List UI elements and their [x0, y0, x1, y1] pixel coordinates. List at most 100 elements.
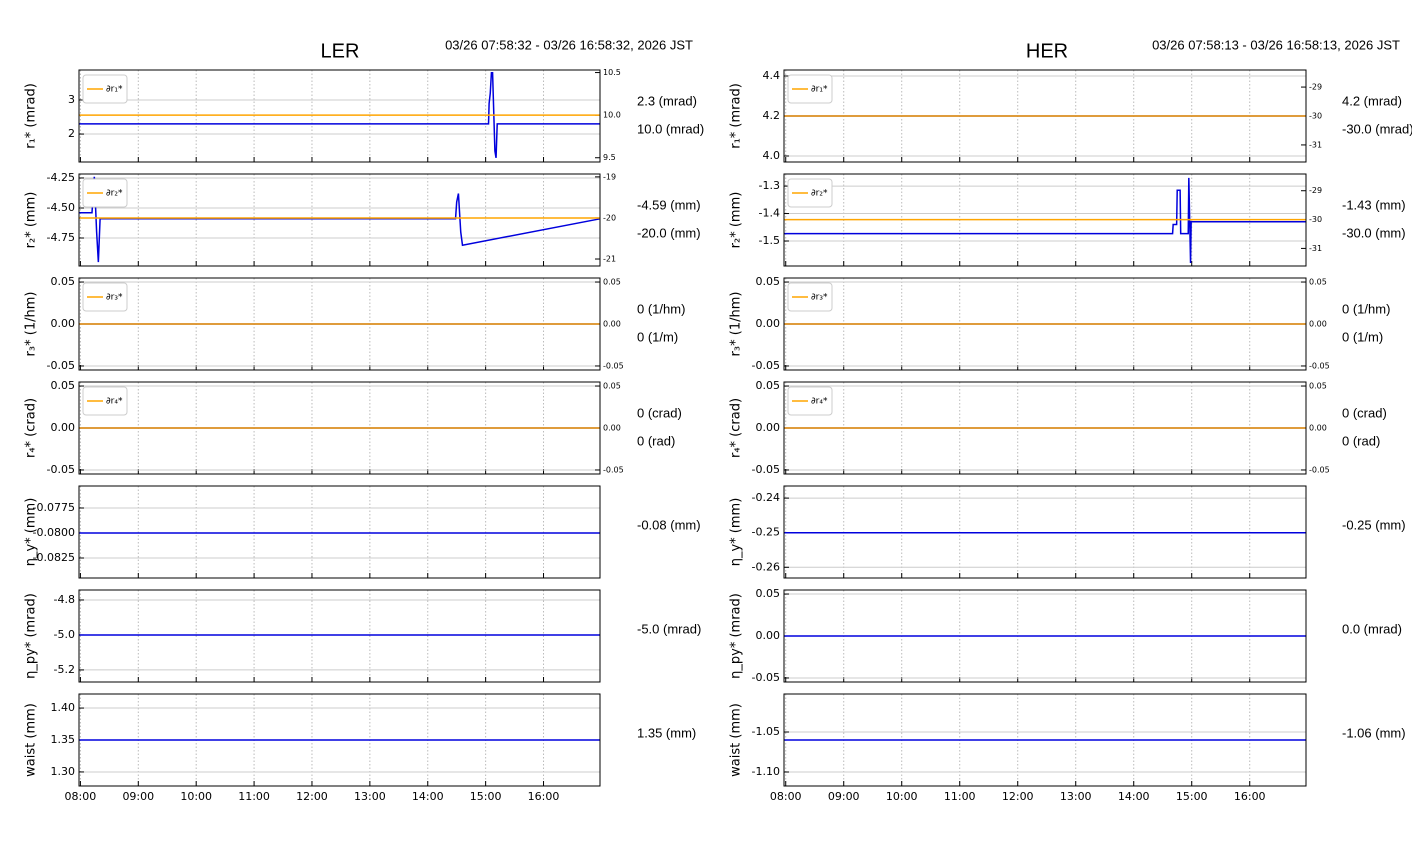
y-tick-label: 0.05 — [756, 587, 781, 600]
y-tick-label: 1.35 — [51, 733, 76, 746]
y-tick-label: -1.10 — [752, 765, 780, 778]
x-tick-label: 12:00 — [1002, 790, 1034, 803]
readout: 0 (1/hm) — [1342, 301, 1390, 316]
series-line — [784, 177, 1306, 263]
y-tick-label: 0.00 — [51, 421, 76, 434]
y-tick-label: -0.05 — [47, 463, 75, 476]
x-tick-label: 15:00 — [470, 790, 502, 803]
y-axis-label: r₄* (crad) — [729, 398, 744, 458]
y2-tick-label: -0.05 — [603, 361, 624, 370]
y-tick-label: 0.05 — [756, 379, 781, 392]
y2-tick-label: -20 — [603, 213, 616, 222]
y2-tick-label: -0.05 — [1309, 465, 1330, 474]
y-tick-label: -4.50 — [47, 201, 75, 214]
x-tick-label: 14:00 — [412, 790, 444, 803]
readout: -1.43 (mm) — [1342, 197, 1406, 212]
readout: -20.0 (mm) — [637, 225, 701, 240]
readout: 4.2 (mrad) — [1342, 93, 1402, 108]
readout: 2.3 (mrad) — [637, 93, 697, 108]
plot-frame — [783, 69, 1307, 163]
y2-tick-label: -30 — [1309, 215, 1322, 224]
plot-frame — [78, 69, 601, 163]
y2-tick-label: -31 — [1309, 140, 1322, 149]
x-tick-label: 15:00 — [1176, 790, 1208, 803]
y-tick-label: -0.24 — [752, 491, 780, 504]
legend: ∂r₁* — [787, 74, 833, 104]
plot-frame — [78, 173, 601, 267]
y-tick-label: -4.8 — [54, 593, 75, 606]
readout: 0 (crad) — [637, 405, 682, 420]
legend: ∂r₄* — [82, 386, 128, 416]
readout: 0 (rad) — [637, 433, 675, 448]
y-tick-label: -1.5 — [759, 234, 780, 247]
plot-frame — [783, 485, 1307, 579]
x-tick-label: 13:00 — [1060, 790, 1092, 803]
x-tick-label: 08:00 — [770, 790, 802, 803]
y2-tick-label: 0.00 — [1309, 320, 1327, 329]
y-tick-label: 0.05 — [51, 275, 76, 288]
y2-tick-label: -29 — [1309, 186, 1322, 195]
legend-label: ∂r₁* — [106, 85, 123, 95]
legend: ∂r₃* — [787, 282, 833, 312]
y-tick-label: -0.05 — [752, 671, 780, 684]
y2-tick-label: 0.05 — [1309, 382, 1327, 391]
legend-label: ∂r₃* — [811, 293, 828, 303]
y-tick-label: 0.00 — [756, 629, 781, 642]
y-tick-label: 3 — [68, 93, 75, 106]
y-axis-label: r₂* (mm) — [729, 192, 744, 249]
x-tick-label: 11:00 — [238, 790, 270, 803]
y2-tick-label: 0.00 — [1309, 424, 1327, 433]
readout: 0 (rad) — [1342, 433, 1380, 448]
legend-box — [787, 282, 833, 312]
plot-frame — [78, 381, 601, 475]
readout: -30.0 (mm) — [1342, 225, 1406, 240]
y2-tick-label: 0.05 — [603, 278, 621, 287]
x-tick-label: 11:00 — [944, 790, 976, 803]
y2-tick-label: 0.05 — [1309, 278, 1327, 287]
y2-tick-label: 0.00 — [603, 424, 621, 433]
y2-tick-label: 10.0 — [603, 111, 621, 120]
readout: 0.0 (mrad) — [1342, 621, 1402, 636]
y-tick-label: 0.05 — [756, 275, 781, 288]
y-tick-label: -0.26 — [752, 560, 780, 573]
y-tick-label: 4.4 — [763, 69, 781, 82]
readout: 0 (crad) — [1342, 405, 1387, 420]
readout: 0 (1/m) — [637, 329, 678, 344]
legend-box — [787, 386, 833, 416]
plot-frame — [78, 485, 601, 579]
legend: ∂r₂* — [787, 178, 833, 208]
y-axis-label: η_py* (mrad) — [729, 593, 744, 679]
y-axis-label: η_y* (mm) — [24, 498, 39, 567]
legend: ∂r₄* — [787, 386, 833, 416]
time-range: 03/26 07:58:32 - 03/26 16:58:32, 2026 JS… — [445, 37, 693, 52]
readout: -5.0 (mrad) — [637, 621, 701, 636]
y2-tick-label: -30 — [1309, 112, 1322, 121]
y-tick-label: -5.2 — [54, 663, 75, 676]
readout: -30.0 (mrad) — [1342, 121, 1412, 136]
plot-frame — [783, 589, 1307, 683]
y-tick-label: -1.4 — [759, 207, 780, 220]
y-tick-label: -0.0800 — [33, 526, 75, 539]
y-axis-label: η_py* (mrad) — [24, 593, 39, 679]
y-tick-label: -0.05 — [752, 463, 780, 476]
y-tick-label: 2 — [68, 127, 75, 140]
y2-tick-label: -19 — [603, 172, 616, 181]
readout: 0 (1/hm) — [637, 301, 685, 316]
legend: ∂r₃* — [82, 282, 128, 312]
legend-box — [82, 74, 128, 104]
y2-tick-label: -29 — [1309, 83, 1322, 92]
series-line — [79, 176, 601, 263]
x-tick-label: 16:00 — [528, 790, 560, 803]
x-tick-label: 09:00 — [828, 790, 860, 803]
series-line — [79, 71, 600, 159]
legend-label: ∂r₂* — [811, 189, 828, 199]
panel-title: LER — [321, 40, 360, 62]
legend-box — [787, 74, 833, 104]
y-tick-label: 1.40 — [51, 701, 76, 714]
y-tick-label: -1.3 — [759, 179, 780, 192]
readout: -4.59 (mm) — [637, 197, 701, 212]
legend: ∂r₂* — [82, 178, 128, 208]
plot-frame — [78, 589, 601, 683]
y2-tick-label: -0.05 — [603, 465, 624, 474]
